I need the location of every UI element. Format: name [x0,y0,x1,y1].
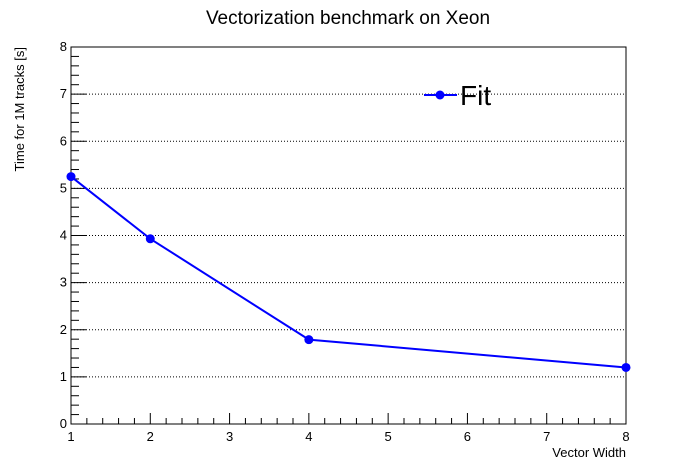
x-axis-label: Vector Width [552,445,626,460]
x-tick-label-7: 8 [622,429,629,444]
x-tick-label-3: 4 [305,429,312,444]
chart-title: Vectorization benchmark on Xeon [206,8,490,29]
y-tick-label-4: 4 [60,228,67,243]
x-tick-label-0: 1 [67,429,74,444]
legend-marker [435,90,445,100]
x-tick-label-1: 2 [147,429,154,444]
grid [71,93,626,378]
series [66,172,631,372]
data-point-0-1 [145,234,155,244]
x-tick-label-4: 5 [385,429,392,444]
y-tick-label-8: 8 [60,39,67,54]
y-tick-label-2: 2 [60,322,67,337]
y-tick-label-0: 0 [60,416,67,431]
ticks [70,46,627,425]
legend: Fit [424,80,491,111]
y-tick-label-7: 7 [60,86,67,101]
series-line-0 [70,175,627,369]
y-tick-label-5: 5 [60,180,67,195]
y-tick-label-6: 6 [60,133,67,148]
data-point-0-0 [66,172,76,182]
data-point-0-2 [304,335,314,345]
x-tick-label-6: 7 [543,429,550,444]
x-tick-label-5: 6 [464,429,471,444]
y-tick-label-3: 3 [60,275,67,290]
y-axis-label: Time for 1M tracks [s] [12,47,27,171]
legend-label-fit: Fit [460,80,491,111]
x-tick-label-2: 3 [226,429,233,444]
y-tick-label-1: 1 [60,369,67,384]
data-point-0-3 [621,362,631,372]
